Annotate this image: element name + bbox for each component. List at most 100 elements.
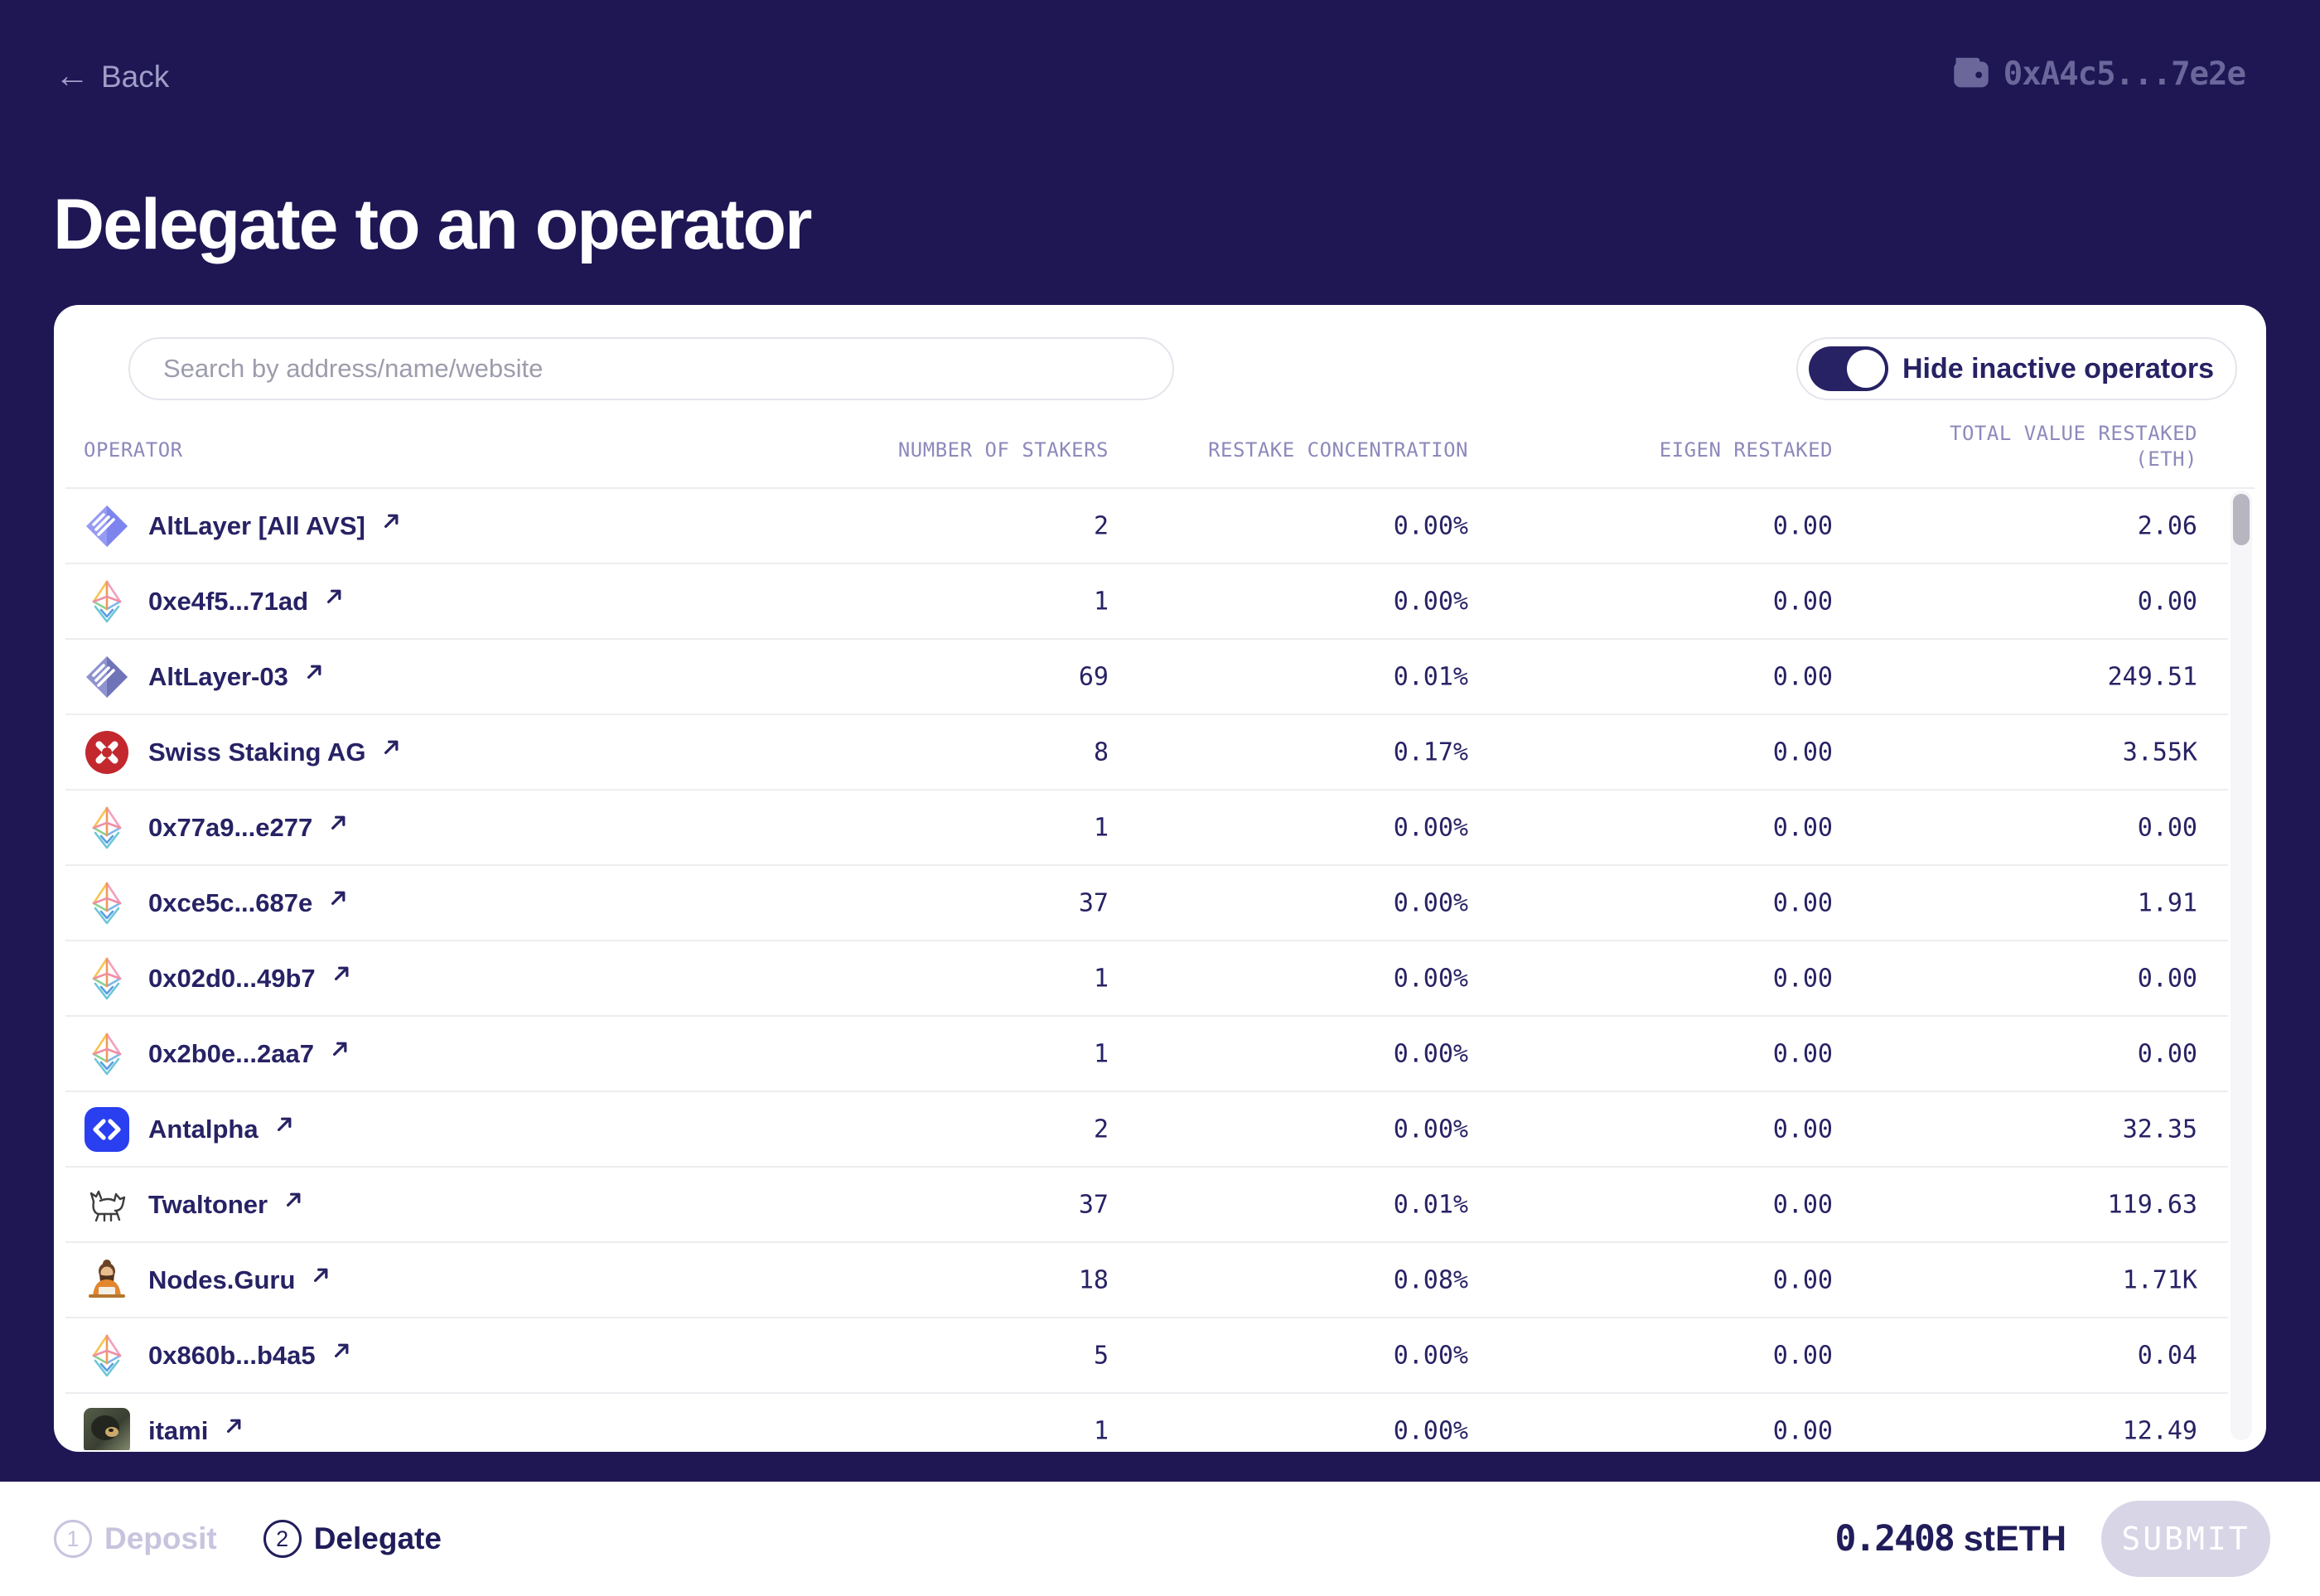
table-row[interactable]: itami 1 0.00% 0.00 12.49 [65, 1394, 2228, 1450]
table-row[interactable]: 0x02d0...49b7 1 0.00% 0.00 0.00 [65, 941, 2228, 1017]
page-title: Delegate to an operator [53, 185, 813, 264]
external-link-icon [384, 740, 399, 755]
hide-inactive-toggle[interactable]: Hide inactive operators [1796, 337, 2237, 400]
table-row[interactable]: 0x860b...b4a5 5 0.00% 0.00 0.04 [65, 1318, 2228, 1394]
table-row[interactable]: Nodes.Guru 18 0.08% 0.00 1.71K [65, 1243, 2228, 1318]
external-link-icon [287, 1192, 301, 1207]
table-row[interactable]: 0xe4f5...71ad 1 0.00% 0.00 0.00 [65, 564, 2228, 640]
total-restaked-value: 0.04 [2137, 1341, 2197, 1370]
operator-name-link[interactable]: 0x02d0...49b7 [148, 963, 316, 993]
external-link-icon [331, 815, 346, 830]
eigen-restaked-value: 0.00 [1772, 662, 1833, 691]
external-link-icon [334, 1343, 349, 1358]
step-label: Deposit [104, 1521, 217, 1555]
total-restaked-value: 0.00 [2137, 1039, 2197, 1068]
step-delegate[interactable]: 2 Delegate [263, 1520, 442, 1558]
table-row[interactable]: 0xce5c...687e 37 0.00% 0.00 1.91 [65, 866, 2228, 941]
total-restaked-value: 0.00 [2137, 587, 2197, 616]
operator-name-link[interactable]: itami [148, 1415, 209, 1445]
operator-name-link[interactable]: Nodes.Guru [148, 1265, 296, 1294]
table-row[interactable]: 0x2b0e...2aa7 1 0.00% 0.00 0.00 [65, 1017, 2228, 1092]
operator-cell: 0x860b...b4a5 [84, 1318, 351, 1392]
operator-name-link[interactable]: 0x860b...b4a5 [148, 1340, 316, 1370]
eigen-restaked-value: 0.00 [1772, 1115, 1833, 1144]
operator-name-link[interactable]: Twaltoner [148, 1189, 268, 1219]
eigen-restaked-value: 0.00 [1772, 1039, 1833, 1068]
eigen-restaked-value: 0.00 [1772, 738, 1833, 767]
concentration-value: 0.00% [1393, 813, 1468, 842]
operator-table-body: AltLayer [All AVS] 2 0.00% 0.00 2.06 0xe4f5..… [54, 489, 2266, 1450]
eth-icon [84, 880, 130, 926]
concentration-value: 0.08% [1393, 1265, 1468, 1294]
stakers-value: 1 [1093, 1416, 1109, 1445]
table-row[interactable]: Twaltoner 37 0.01% 0.00 119.63 [65, 1168, 2228, 1243]
step-number: 1 [54, 1520, 92, 1558]
stakers-value: 37 [1078, 1190, 1109, 1219]
operator-panel: Hide inactive operators OPERATOR NUMBER … [54, 305, 2266, 1452]
eigen-restaked-value: 0.00 [1772, 1416, 1833, 1445]
operator-cell: AltLayer [All AVS] [84, 489, 401, 563]
wallet-chip[interactable]: 0xA4c5...7e2e [1952, 55, 2246, 94]
column-concentration: RESTAKE CONCENTRATION [1208, 438, 1468, 462]
operator-name-link[interactable]: AltLayer [All AVS] [148, 510, 365, 540]
operator-cell: Swiss Staking AG [84, 715, 401, 789]
operator-cell: AltLayer-03 [84, 640, 324, 713]
external-link-icon [307, 665, 321, 680]
eigen-restaked-value: 0.00 [1772, 813, 1833, 842]
stakers-value: 2 [1093, 1115, 1109, 1144]
step-deposit[interactable]: 1 Deposit [54, 1520, 217, 1558]
operator-cell: 0x77a9...e277 [84, 791, 348, 864]
search-input[interactable] [128, 337, 1174, 400]
stakers-value: 8 [1093, 738, 1109, 767]
external-link-icon [227, 1419, 241, 1434]
operator-name-link[interactable]: 0x77a9...e277 [148, 812, 313, 842]
operator-name-link[interactable]: 0xce5c...687e [148, 887, 313, 917]
stakers-value: 1 [1093, 587, 1109, 616]
external-link-icon [331, 891, 346, 906]
scrollbar-track[interactable] [2231, 491, 2252, 1440]
operator-cell: 0x02d0...49b7 [84, 941, 351, 1015]
table-row[interactable]: Swiss Staking AG 8 0.17% 0.00 3.55K [65, 715, 2228, 791]
table-header: OPERATOR NUMBER OF STAKERS RESTAKE CONCE… [54, 421, 2266, 479]
concentration-value: 0.01% [1393, 1190, 1468, 1219]
submit-button[interactable]: SUBMIT [2101, 1501, 2270, 1577]
altlayer-icon [84, 503, 130, 549]
scrollbar-thumb[interactable] [2233, 494, 2250, 545]
eigen-restaked-value: 0.00 [1772, 1341, 1833, 1370]
table-row[interactable]: 0x77a9...e277 1 0.00% 0.00 0.00 [65, 791, 2228, 866]
eth-icon [84, 1031, 130, 1077]
eigen-restaked-value: 0.00 [1772, 888, 1833, 917]
operator-name-link[interactable]: 0xe4f5...71ad [148, 586, 309, 616]
operator-name-link[interactable]: 0x2b0e...2aa7 [148, 1038, 314, 1068]
table-row[interactable]: Antalpha 2 0.00% 0.00 32.35 [65, 1092, 2228, 1168]
back-arrow-icon: ← [55, 56, 89, 94]
toggle-switch-icon[interactable] [1808, 346, 1888, 391]
operator-name-link[interactable]: AltLayer-03 [148, 661, 288, 691]
back-label: Back [101, 60, 170, 94]
external-link-icon [277, 1117, 292, 1132]
eth-icon [84, 1332, 130, 1379]
stakers-value: 1 [1093, 813, 1109, 842]
total-restaked-value: 0.00 [2137, 813, 2197, 842]
external-link-icon [384, 514, 399, 529]
total-restaked-value: 32.35 [2122, 1115, 2197, 1144]
header-divider [65, 487, 2255, 489]
concentration-value: 0.00% [1393, 1115, 1468, 1144]
back-button[interactable]: ← Back [55, 56, 170, 94]
operator-name-link[interactable]: Swiss Staking AG [148, 737, 366, 767]
eigen-restaked-value: 0.00 [1772, 1265, 1833, 1294]
eth-icon [84, 578, 130, 625]
operator-name-link[interactable]: Antalpha [148, 1114, 259, 1144]
external-link-icon [327, 589, 341, 604]
total-restaked-value: 12.49 [2122, 1416, 2197, 1445]
table-row[interactable]: AltLayer-03 69 0.01% 0.00 249.51 [65, 640, 2228, 715]
stakers-value: 1 [1093, 1039, 1109, 1068]
footer-bar: 1 Deposit 2 Delegate 0.2408 stETH SUBMIT [0, 1482, 2320, 1596]
toggle-label: Hide inactive operators [1902, 352, 2214, 384]
column-operator: OPERATOR [84, 438, 183, 462]
eth-icon [84, 805, 130, 851]
step-number: 2 [263, 1520, 302, 1558]
table-row[interactable]: AltLayer [All AVS] 2 0.00% 0.00 2.06 [65, 489, 2228, 564]
external-link-icon [314, 1268, 328, 1283]
stakers-value: 5 [1093, 1341, 1109, 1370]
